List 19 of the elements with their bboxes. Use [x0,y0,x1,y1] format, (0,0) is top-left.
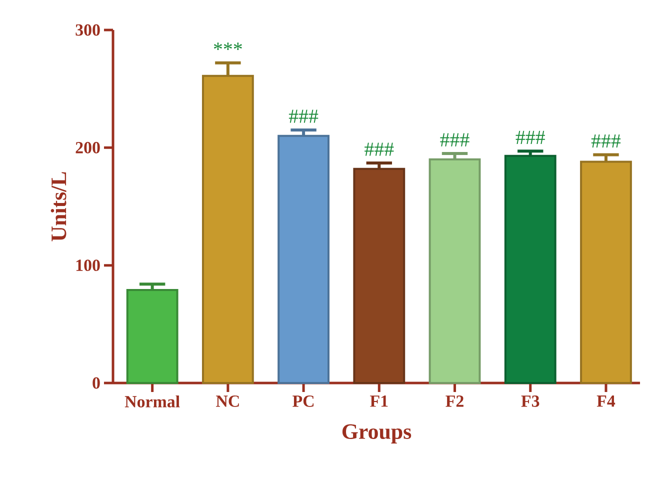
x-tick-label: PC [292,396,314,407]
annotation: ### [364,142,394,156]
x-tick-label: F3 [521,396,540,407]
x-tick-label: F4 [596,396,616,407]
annotation: ### [440,133,470,146]
y-tick-label: 0 [92,377,100,389]
x-axis-title: Groups [342,424,412,444]
x-tick-label: NC [216,396,239,407]
x-tick-label: Normal [124,396,180,408]
y-tick-label: 100 [76,260,100,272]
y-tick-label: 200 [76,142,100,154]
annotation: ### [516,130,545,144]
annotation: *** [214,42,242,50]
x-tick-label: F1 [370,396,388,407]
y-axis-title: Units/L [50,172,66,242]
x-tick-label: F2 [446,396,464,407]
annotation: ### [288,110,318,123]
annotation: ### [591,134,621,148]
y-tick-label: 300 [76,24,100,36]
